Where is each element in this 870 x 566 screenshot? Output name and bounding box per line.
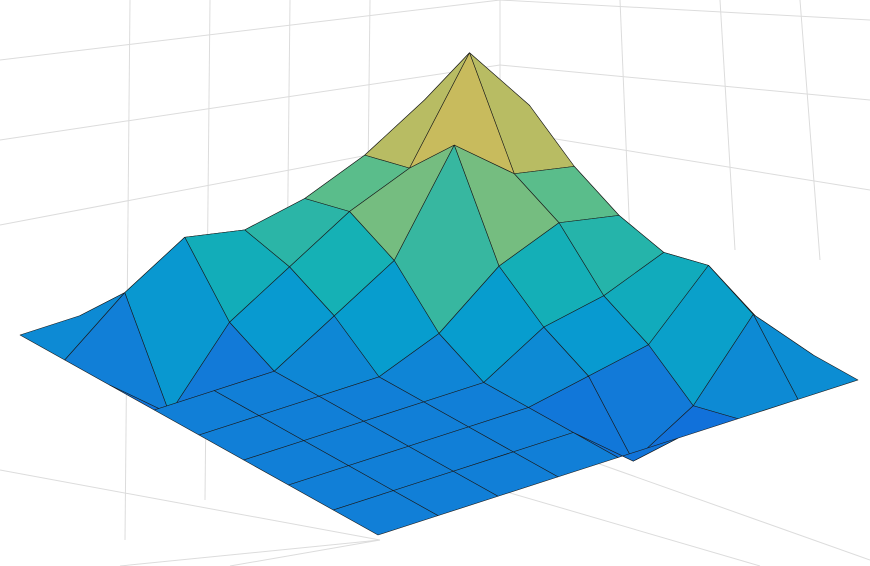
grid-line	[0, 0, 501, 61]
grid-line	[559, 449, 870, 561]
grid-line	[719, 0, 736, 251]
grid-line	[799, 0, 821, 261]
grid-line	[499, 0, 870, 21]
grid-line	[619, 0, 631, 241]
surface	[19, 52, 859, 536]
grid-line	[499, 489, 761, 566]
grid-line	[229, 539, 381, 566]
grid-line	[124, 0, 131, 541]
grid-line	[0, 64, 501, 141]
grid-line	[499, 64, 870, 101]
grid-line	[119, 539, 381, 566]
grid-line	[499, 129, 870, 191]
surface-patch	[332, 490, 439, 536]
grid-line	[0, 469, 381, 541]
